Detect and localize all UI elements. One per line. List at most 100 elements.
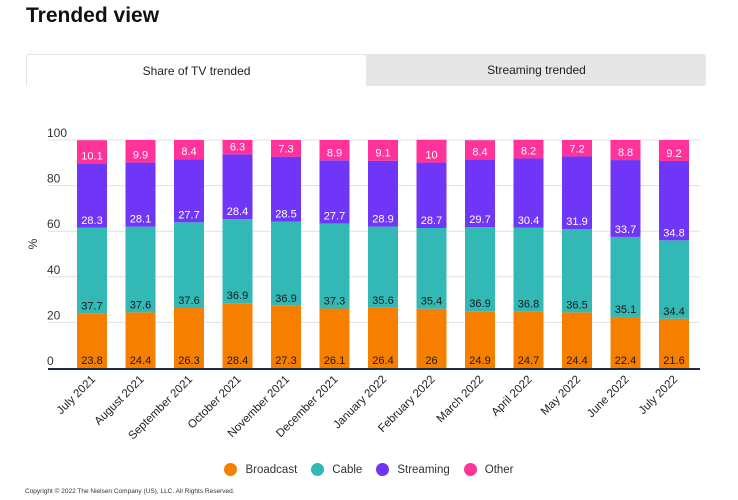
y-tick-label: 20 xyxy=(47,308,61,322)
bar-streaming xyxy=(125,162,156,227)
data-label: 27.7 xyxy=(324,210,345,222)
data-label: 8.4 xyxy=(472,146,487,158)
bar-streaming xyxy=(319,160,350,224)
bar-cable xyxy=(174,222,204,309)
bar-broadcast xyxy=(319,308,350,368)
streaming-swatch xyxy=(376,463,390,476)
data-label: 28.5 xyxy=(275,209,296,221)
data-label: 35.1 xyxy=(615,304,636,316)
bar-streaming xyxy=(513,158,544,228)
y-tick-label: 100 xyxy=(47,126,67,140)
bar-other xyxy=(174,140,204,160)
data-label: 7.3 xyxy=(278,144,293,156)
data-label: 26.4 xyxy=(372,355,393,367)
data-label: 37.6 xyxy=(178,295,199,307)
bar-cable xyxy=(368,226,398,308)
data-label: 8.8 xyxy=(618,147,633,159)
y-tick-label: 40 xyxy=(47,263,61,277)
data-label: 30.4 xyxy=(518,215,539,227)
legend-item-cable[interactable]: Cable xyxy=(311,463,362,476)
data-label: 24.4 xyxy=(130,355,151,367)
bar-broadcast xyxy=(368,307,398,368)
data-label: 28.3 xyxy=(81,215,102,227)
bar-broadcast xyxy=(125,312,156,368)
data-label: 28.7 xyxy=(421,215,442,227)
bar-cable xyxy=(659,240,689,319)
data-label: 36.9 xyxy=(227,290,248,302)
legend-label: Other xyxy=(484,463,514,476)
data-label: 35.6 xyxy=(372,295,393,307)
x-tick-label: August 2021 xyxy=(92,374,146,428)
bar-cable xyxy=(513,227,544,312)
data-label: 35.4 xyxy=(421,296,442,308)
bar-streaming xyxy=(610,160,641,237)
data-label: 10 xyxy=(425,150,437,162)
bar-streaming xyxy=(77,163,107,228)
data-label: 24.4 xyxy=(566,355,587,367)
data-label: 26 xyxy=(425,355,437,367)
bar-cable xyxy=(271,221,301,306)
bar-cable xyxy=(562,229,592,313)
bar-streaming xyxy=(465,159,495,228)
bar-streaming xyxy=(368,160,398,227)
data-label: 34.8 xyxy=(663,227,684,239)
x-tick-label: June 2022 xyxy=(585,374,631,420)
y-tick-label: 80 xyxy=(47,172,61,186)
view-tabs: Share of TV trended Streaming trended xyxy=(26,54,706,86)
tab-share-of-tv-trended[interactable]: Share of TV trended xyxy=(26,54,367,86)
data-label: 10.1 xyxy=(81,150,102,162)
bar-other xyxy=(222,140,253,155)
data-label: 8.2 xyxy=(521,145,536,157)
data-label: 37.6 xyxy=(130,299,151,311)
data-label: 34.4 xyxy=(663,306,684,318)
legend-item-broadcast[interactable]: Broadcast xyxy=(224,463,297,476)
bar-broadcast xyxy=(222,303,253,368)
data-label: 36.8 xyxy=(518,299,539,311)
y-tick-label: 60 xyxy=(47,217,61,231)
bar-other xyxy=(416,139,447,163)
data-label: 22.4 xyxy=(615,355,636,367)
broadcast-swatch xyxy=(224,463,238,476)
legend-item-other[interactable]: Other xyxy=(463,463,514,476)
copyright: Copyright © 2022 The Nielsen Company (US… xyxy=(25,488,235,495)
stacked-bar-chart: 0 20 40 60 80 100% 23.8 37.7 28.3 10.1 July 2021 24… xyxy=(26,126,700,442)
bar-other xyxy=(610,140,641,161)
bar-broadcast xyxy=(659,318,689,368)
bar-broadcast xyxy=(562,312,592,368)
bar-broadcast xyxy=(174,308,204,368)
bar-cable xyxy=(77,227,107,314)
data-label: 9.9 xyxy=(133,150,148,162)
y-axis-label: % xyxy=(26,238,40,249)
bar-streaming xyxy=(174,159,204,223)
data-label: 8.9 xyxy=(327,147,342,159)
x-tick-label: July 2021 xyxy=(55,374,98,417)
bar-cable xyxy=(465,227,495,312)
legend-label: Broadcast xyxy=(245,463,298,476)
legend-label: Streaming xyxy=(397,463,450,476)
bar-other xyxy=(465,140,495,160)
bar-streaming xyxy=(271,156,301,222)
bar-other xyxy=(368,140,398,161)
tab-streaming-trended[interactable]: Streaming trended xyxy=(487,63,586,77)
data-label: 9.1 xyxy=(375,148,390,160)
x-tick-label: May 2022 xyxy=(539,374,583,418)
data-label: 8.4 xyxy=(181,146,196,158)
data-label: 28.4 xyxy=(227,355,248,367)
data-label: 23.8 xyxy=(81,355,102,367)
bar-broadcast xyxy=(271,305,301,368)
x-tick-label: April 2022 xyxy=(490,374,535,419)
data-label: 24.7 xyxy=(518,355,539,367)
bar-broadcast xyxy=(465,311,495,368)
legend-item-streaming[interactable]: Streaming xyxy=(376,463,450,476)
data-label: 36.5 xyxy=(566,299,587,311)
x-tick-label: March 2022 xyxy=(435,374,486,425)
data-label: 28.1 xyxy=(130,214,151,226)
data-label: 36.9 xyxy=(275,293,296,305)
data-label: 31.9 xyxy=(566,216,587,228)
data-label: 28.9 xyxy=(372,214,393,226)
bar-broadcast xyxy=(513,311,544,368)
legend: Broadcast Cable Streaming Other xyxy=(0,463,738,476)
data-label: 37.7 xyxy=(81,301,102,313)
data-label: 33.7 xyxy=(615,224,636,236)
bar-broadcast xyxy=(77,313,107,368)
